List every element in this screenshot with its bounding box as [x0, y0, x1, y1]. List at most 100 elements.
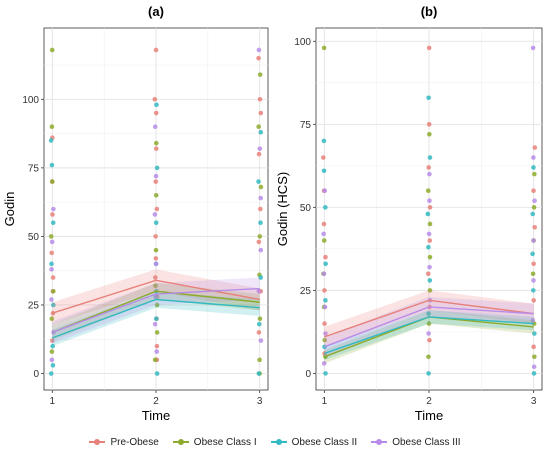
- data-point: [153, 275, 158, 280]
- legend-label: Obese Class III: [392, 436, 461, 448]
- data-point: [530, 271, 536, 277]
- data-point: [531, 238, 536, 243]
- data-point: [49, 162, 55, 168]
- data-point: [426, 231, 432, 237]
- data-point: [321, 361, 327, 366]
- series-line: [52, 290, 260, 334]
- data-point: [153, 294, 158, 300]
- data-point: [532, 198, 537, 203]
- x-tick-label: 2: [426, 396, 432, 407]
- data-point: [256, 179, 261, 184]
- data-point: [256, 55, 261, 61]
- figure: 0 25 50 75 100 1 2 3 (a) Time Godin 0 25 50 75 100 1 2 3 (b…: [2, 4, 543, 423]
- data-point: [49, 349, 55, 354]
- data-point: [153, 192, 159, 198]
- data-point: [153, 47, 159, 53]
- x-axis-label: Time: [415, 408, 443, 423]
- data-point: [258, 129, 264, 135]
- legend-item: Obese Class II: [270, 437, 357, 448]
- data-point: [154, 102, 159, 108]
- data-point: [322, 304, 328, 310]
- series-line: [52, 279, 260, 314]
- data-point: [258, 338, 264, 343]
- data-point: [427, 198, 432, 203]
- data-point: [153, 179, 159, 184]
- data-point: [154, 371, 160, 376]
- data-point: [322, 321, 327, 326]
- data-point: [256, 321, 262, 327]
- y-tick-label: 75: [300, 120, 312, 131]
- data-point: [256, 47, 262, 53]
- y-tick-label: 0: [305, 369, 311, 380]
- data-point: [531, 205, 537, 210]
- legend: Pre-Obese Obese Class I Obese Class II Obes…: [0, 432, 550, 452]
- data-point: [49, 250, 55, 256]
- data-point: [152, 97, 158, 102]
- data-point: [321, 238, 327, 243]
- data-point: [152, 357, 158, 363]
- panel-title: (b): [421, 4, 438, 19]
- data-point: [532, 331, 537, 336]
- y-tick-label: 100: [22, 95, 39, 106]
- data-point: [531, 344, 536, 350]
- data-point: [322, 188, 328, 194]
- ci-ribbon: [52, 277, 260, 344]
- data-point: [50, 220, 56, 226]
- legend-item: Obese Class I: [172, 437, 257, 448]
- data-point: [321, 231, 326, 237]
- x-tick-label: 3: [531, 396, 537, 407]
- data-point: [257, 234, 263, 239]
- x-axis-label: Time: [142, 408, 170, 423]
- data-point: [426, 95, 431, 101]
- data-point: [256, 151, 262, 157]
- data-point: [257, 97, 263, 102]
- legend-item: Obese Class III: [371, 436, 461, 448]
- data-point: [256, 288, 262, 294]
- x-tick-label: 1: [50, 396, 56, 407]
- data-point: [153, 247, 159, 253]
- data-point: [425, 271, 431, 277]
- data-point: [258, 110, 264, 116]
- data-point: [427, 171, 432, 177]
- data-point: [426, 331, 431, 336]
- data-point: [531, 298, 536, 303]
- x-tick-label: 1: [322, 396, 328, 407]
- data-point: [321, 271, 327, 277]
- data-point: [532, 171, 537, 177]
- data-point: [49, 316, 55, 321]
- data-point: [531, 165, 536, 170]
- data-point: [531, 364, 537, 370]
- data-point: [425, 211, 431, 217]
- data-point: [49, 124, 55, 130]
- legend-key-icon: [371, 437, 388, 447]
- data-point: [427, 131, 432, 137]
- data-point: [49, 267, 54, 272]
- data-point: [532, 145, 538, 150]
- data-point: [154, 206, 160, 212]
- data-point: [48, 371, 54, 376]
- data-point: [258, 184, 264, 190]
- data-point: [49, 261, 54, 267]
- legend-key-icon: [172, 437, 189, 447]
- data-point: [49, 47, 55, 53]
- data-point: [427, 254, 433, 260]
- data-point: [426, 165, 431, 170]
- data-point: [153, 256, 159, 261]
- data-point: [258, 275, 264, 280]
- y-tick-label: 0: [33, 369, 39, 380]
- y-tick-label: 25: [300, 286, 312, 297]
- data-point: [51, 288, 56, 294]
- data-point: [531, 371, 537, 376]
- y-axis-label: Godin (HCS): [275, 172, 290, 246]
- data-point: [49, 297, 54, 302]
- series-line: [52, 287, 260, 334]
- data-point: [530, 251, 535, 257]
- y-tick-label: 50: [300, 203, 312, 214]
- data-point: [153, 146, 159, 151]
- data-point: [427, 264, 432, 270]
- data-point: [154, 316, 159, 321]
- data-point: [322, 288, 327, 293]
- data-point: [530, 211, 536, 217]
- data-point: [427, 238, 433, 243]
- data-point: [48, 234, 54, 239]
